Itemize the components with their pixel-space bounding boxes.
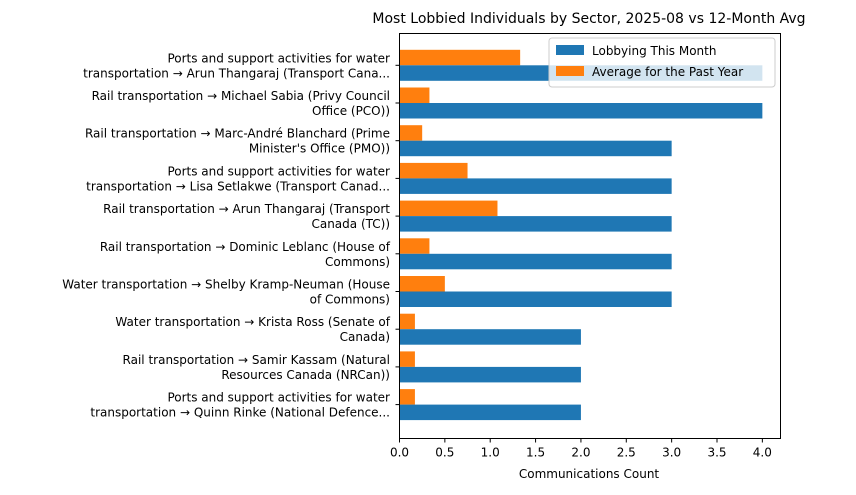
legend-label-0: Lobbying This Month	[592, 44, 716, 58]
x-tick-label-6: 3.0	[662, 446, 681, 460]
bar-this-month-9	[399, 404, 581, 421]
x-tick-label-8: 4.0	[753, 446, 772, 460]
y-tick-label-3: Ports and support activities for water tr…	[86, 164, 390, 193]
y-tick-label-line: Minister's Office (PMO))	[249, 142, 390, 156]
x-tick-label-2: 1.0	[481, 446, 500, 460]
bar-this-month-7	[399, 329, 581, 345]
y-tick-label-1: Rail transportation → Michael Sabia (Pri…	[92, 89, 390, 118]
bar-average-4	[399, 200, 498, 217]
bar-this-month-8	[399, 366, 581, 383]
y-tick-label-line: Water transportation → Krista Ross (Sena…	[115, 315, 390, 329]
y-tick-label-line: Office (PCO))	[312, 104, 390, 118]
bar-average-1	[399, 87, 430, 103]
y-tick-label-9: Ports and support activities for water tr…	[90, 391, 390, 420]
y-tick-label-2: Rail transportation → Marc-André Blancha…	[85, 127, 390, 156]
x-tick-label-0: 0.0	[390, 446, 409, 460]
y-tick-label-line: Ports and support activities for water	[167, 164, 390, 178]
y-tick-label-7: Water transportation → Krista Ross (Sena…	[115, 315, 390, 344]
y-tick-labels: Ports and support activities for water tr…	[62, 51, 400, 420]
legend-frame	[548, 37, 776, 88]
bar-this-month-6	[399, 291, 672, 307]
y-tick-label-line: Canada)	[340, 330, 390, 344]
bar-this-month-1	[399, 103, 763, 119]
bar-average-2	[399, 125, 423, 141]
y-tick-label-line: Rail transportation → Michael Sabia (Pri…	[92, 89, 390, 103]
y-tick-label-line: Rail transportation → Marc-André Blancha…	[85, 127, 390, 141]
chart-title: Most Lobbied Individuals by Sector, 2025…	[372, 11, 805, 27]
y-tick-label-6: Water transportation → Shelby Kramp-Neum…	[62, 278, 390, 307]
plot-frame	[399, 33, 781, 439]
x-axis: 0.0 0.5 1.0 1.5 2.0 2.5 3.0 3.5 4.0	[390, 438, 772, 460]
y-tick-label-0: Ports and support activities for water tr…	[83, 51, 390, 80]
y-tick-label-line: Ports and support activities for water	[167, 51, 390, 65]
bar-average-0	[399, 49, 521, 66]
bars-layer	[399, 49, 763, 421]
bar-average-6	[399, 276, 445, 292]
x-tick-label-5: 2.5	[617, 446, 636, 460]
bar-this-month-4	[399, 216, 672, 232]
x-tick-label-7: 3.5	[707, 446, 726, 460]
y-tick-label-line: Ports and support activities for water	[167, 391, 390, 405]
y-tick-label-line: transportation → Arun Thangaraj (Transpo…	[83, 66, 390, 80]
legend-label-1: Average for the Past Year	[592, 65, 743, 79]
y-tick-label-line: transportation → Lisa Setlakwe (Transpor…	[86, 179, 390, 193]
y-tick-label-4: Rail transportation → Arun Thangaraj (Tr…	[103, 202, 390, 231]
y-tick-label-8: Rail transportation → Samir Kassam (Natu…	[123, 353, 390, 382]
y-tick-label-line: Canada (TC))	[311, 217, 390, 231]
y-tick-label-line: of Commons)	[310, 293, 390, 307]
bar-average-7	[399, 313, 415, 330]
bar-average-5	[399, 238, 430, 254]
y-tick-label-line: Resources Canada (NRCan))	[221, 368, 390, 382]
y-tick-label-line: Rail transportation → Samir Kassam (Natu…	[123, 353, 390, 367]
legend-swatch-0	[556, 45, 584, 55]
bar-this-month-3	[399, 178, 672, 194]
bar-average-3	[399, 162, 468, 179]
x-tick-label-4: 2.0	[571, 446, 590, 460]
y-tick-label-line: transportation → Quinn Rinke (National D…	[90, 406, 390, 420]
x-axis-label: Communications Count	[519, 467, 660, 481]
x-tick-label-3: 1.5	[526, 446, 545, 460]
y-tick-label-5: Rail transportation → Dominic Leblanc (H…	[100, 240, 391, 269]
x-tick-label-1: 0.5	[435, 446, 454, 460]
bar-average-8	[399, 351, 415, 367]
bar-average-9	[399, 389, 415, 405]
bar-this-month-2	[399, 140, 672, 157]
y-tick-label-line: Rail transportation → Dominic Leblanc (H…	[100, 240, 391, 254]
legend-swatch-1	[556, 66, 584, 76]
bar-this-month-5	[399, 253, 672, 270]
legend: Lobbying This Month Average for the Past …	[548, 37, 776, 88]
y-tick-label-line: Commons)	[325, 255, 390, 269]
y-tick-label-line: Water transportation → Shelby Kramp-Neum…	[62, 278, 390, 292]
y-tick-label-line: Rail transportation → Arun Thangaraj (Tr…	[103, 202, 390, 216]
